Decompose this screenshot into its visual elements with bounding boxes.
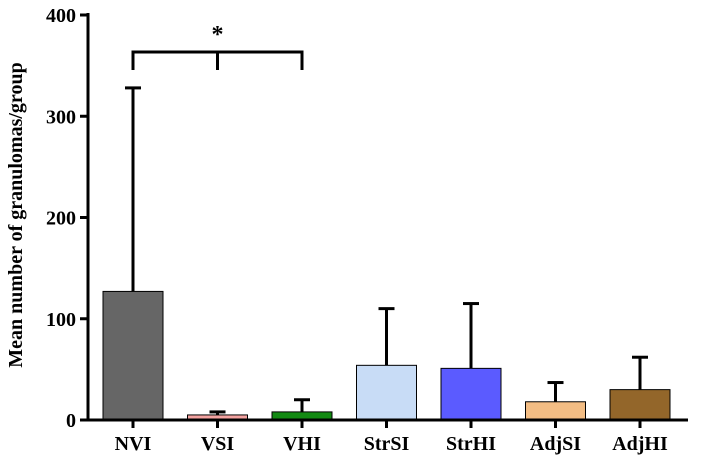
y-tick-label-200: 200	[46, 208, 76, 230]
y-tick-label-0: 0	[66, 410, 76, 432]
error-bars-group	[125, 86, 648, 415]
significance-label: *	[212, 22, 224, 48]
x-tick-label-adjsi: AdjSI	[530, 433, 581, 455]
y-tick-label-400: 400	[46, 5, 76, 27]
bar-nvi	[102, 290, 164, 421]
bar-strsi	[356, 364, 417, 421]
x-tick-label-nvi: NVI	[115, 433, 152, 455]
x-tick-label-strsi: StrSI	[364, 433, 410, 455]
x-tick-label-vsi: VSI	[201, 433, 235, 455]
significance-bracket-group: *	[131, 22, 304, 70]
axes-group: NVI VSI VHI StrSI StrHI AdjSI AdjHI 0 100 200 300 4…	[46, 5, 688, 455]
bar-adjhi	[609, 389, 671, 421]
bars-group	[102, 290, 671, 421]
x-tick-label-vhi: VHI	[283, 433, 321, 455]
y-axis-title: Mean number of granulomas/group	[5, 62, 27, 367]
y-tick-label-300: 300	[46, 106, 76, 128]
x-tick-label-strhi: StrHI	[446, 433, 496, 455]
y-tick-label-100: 100	[46, 309, 76, 331]
x-tick-label-adjhi: AdjHI	[612, 433, 668, 455]
bar-adjsi	[525, 401, 586, 421]
bar-strhi	[440, 367, 502, 421]
